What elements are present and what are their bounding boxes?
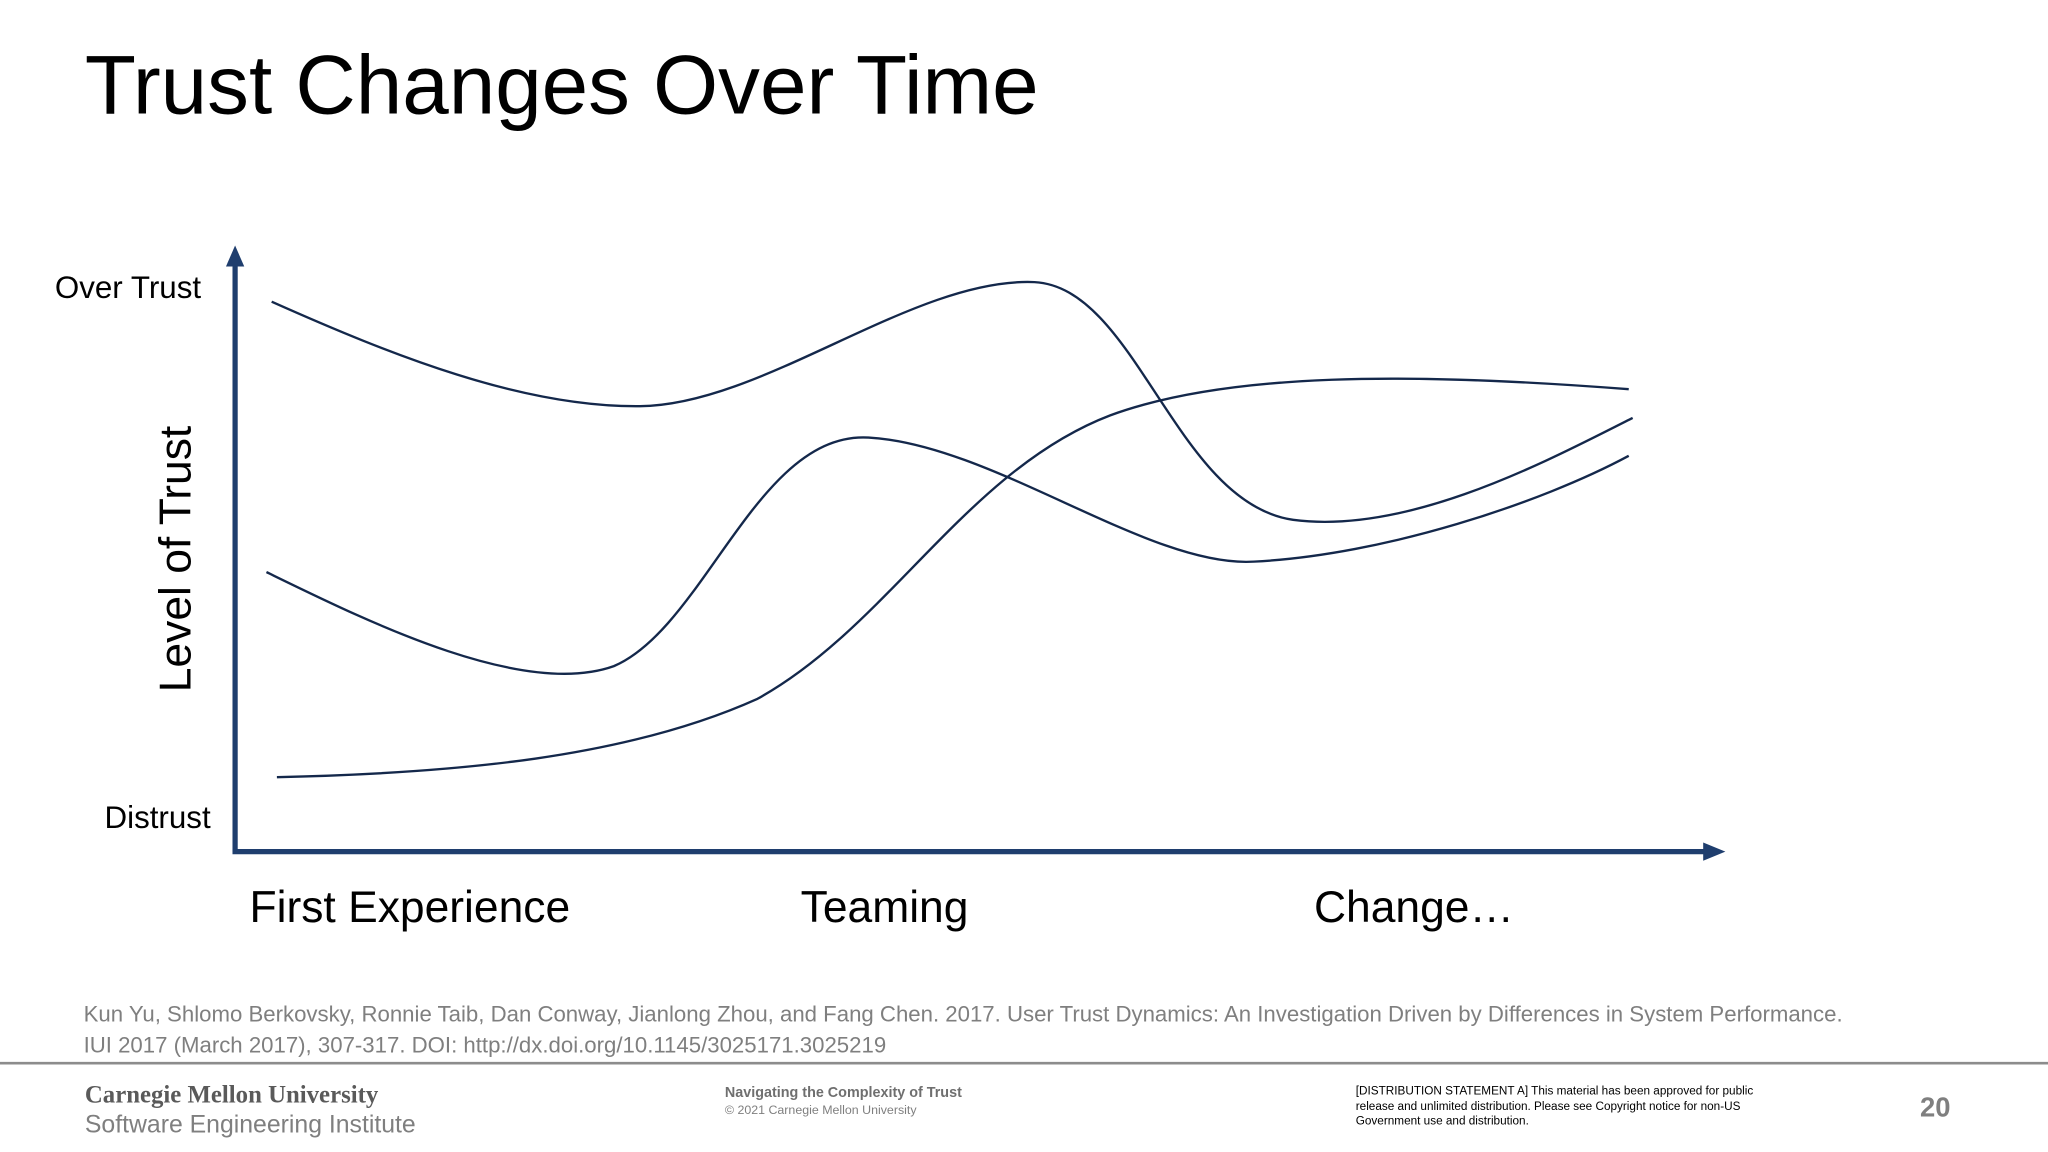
trust-curve [265,436,1630,675]
x-label: Teaming [801,883,969,932]
y-level-bottom: Distrust [104,800,210,835]
slide-title: Trust Changes Over Time [85,38,1039,132]
distribution-line: [DISTRIBUTION STATEMENT A] This material… [1356,1085,1754,1098]
distribution-line: release and unlimited distribution. Plea… [1356,1100,1741,1113]
y-axis-arrow [225,245,245,267]
x-axis-arrow [1703,842,1726,861]
page-number: 20 [1920,1092,1950,1123]
trust-curve [276,377,1629,779]
institute-name: Software Engineering Institute [85,1111,416,1138]
distribution-line: Government use and distribution. [1356,1115,1529,1128]
copyright: © 2021 Carnegie Mellon University [725,1103,917,1117]
presentation-title: Navigating the Complexity of Trust [725,1085,962,1101]
trust-curve [271,280,1634,524]
citation-line: IUI 2017 (March 2017), 307-317. DOI: htt… [84,1033,887,1058]
citation-line: Kun Yu, Shlomo Berkovsky, Ronnie Taib, D… [84,1001,1843,1026]
y-axis-label: Level of Trust [152,425,201,692]
university-name: Carnegie Mellon University [85,1081,379,1108]
y-level-top: Over Trust [55,270,202,305]
x-label: Change… [1314,883,1514,932]
x-label: First Experience [249,883,570,932]
